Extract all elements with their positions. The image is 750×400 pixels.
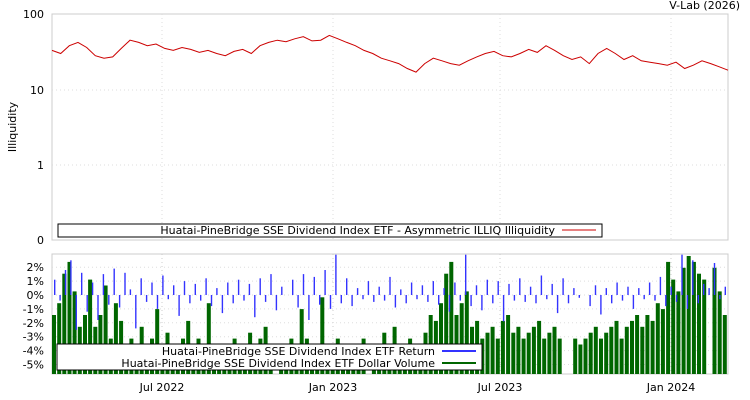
y-tick-label: 2% [27, 261, 44, 274]
volume-bar [686, 256, 691, 374]
volume-bar [557, 338, 562, 374]
volume-bar [155, 309, 160, 374]
legend-return-label: Huatai-PineBridge SSE Dividend Index ETF… [162, 345, 435, 358]
volume-bar [542, 338, 547, 374]
volume-bar [439, 303, 443, 374]
volume-bar [495, 338, 500, 374]
y-tick-label: -3% [23, 331, 44, 344]
volume-bar [624, 326, 629, 374]
volume-bar [573, 338, 578, 374]
volume-bar [449, 261, 454, 374]
volume-bar [588, 332, 593, 374]
volume-bar [650, 320, 655, 374]
top-plot-frame [51, 13, 729, 241]
volume-bar [521, 338, 526, 374]
volume-bar [676, 291, 681, 374]
volume-bar [526, 332, 531, 374]
x-tick-label: Jan 2024 [646, 381, 695, 394]
volume-bar [552, 326, 557, 374]
y-tick-label: -1% [23, 303, 44, 316]
volume-bar [578, 344, 583, 374]
volume-bar [717, 291, 722, 374]
volume-bar [660, 309, 665, 374]
y-tick-label: 1 [37, 159, 44, 172]
volume-bar [547, 332, 552, 374]
illiquidity-line [51, 34, 729, 73]
y-tick-label: 1% [27, 275, 44, 288]
volume-bar [697, 273, 701, 374]
volume-bar [630, 320, 634, 374]
volume-bar [88, 279, 93, 374]
x-tick-label: Jan 2023 [308, 381, 357, 394]
volume-bar [599, 338, 603, 374]
volume-bar [583, 338, 588, 374]
volume-bar [619, 338, 624, 374]
y-tick-label: 10 [30, 84, 44, 97]
volume-bar [52, 315, 56, 374]
volume-bar [666, 261, 671, 374]
volume-bar [103, 285, 108, 374]
top-legend: Huatai-PineBridge SSE Dividend Index ETF… [57, 223, 603, 238]
volume-bar [645, 315, 650, 374]
y-tick-label: -5% [23, 359, 44, 372]
volume-bar [640, 326, 645, 374]
volume-bar [614, 320, 619, 374]
volume-bar [635, 315, 640, 374]
y-tick-label: -2% [23, 317, 44, 330]
volume-bar [604, 332, 609, 374]
volume-bar [506, 315, 511, 374]
y-tick-label: 0 [37, 234, 44, 247]
volume-bar [609, 326, 614, 374]
y-tick-label: 100 [23, 8, 44, 21]
volume-bar [57, 303, 62, 374]
legend-illiquidity-label: Huatai-PineBridge SSE Dividend Index ETF… [160, 224, 555, 237]
volume-bar [537, 320, 542, 374]
volume-bar [113, 303, 118, 374]
x-tick-label: Jul 2023 [477, 381, 523, 394]
volume-bar [320, 297, 325, 374]
volume-bar [62, 273, 67, 374]
y-axis-label: Illiquidity [6, 101, 19, 152]
legend-volume-label: Huatai-PineBridge SSE Dividend Index ETF… [121, 357, 435, 370]
volume-bar [206, 303, 211, 374]
volume-bar [72, 291, 77, 374]
y-tick-label: -4% [23, 345, 44, 358]
volume-bar [299, 309, 304, 374]
volume-bar [593, 326, 598, 374]
volume-bar [531, 326, 536, 374]
volume-bar [485, 332, 490, 374]
volume-bar [459, 303, 464, 374]
watermark: V-Lab (2026) [669, 0, 740, 12]
volume-bar [67, 261, 72, 374]
y-tick-label: 0% [27, 289, 44, 302]
volume-bar [516, 326, 521, 374]
volume-bar [500, 320, 505, 374]
volume-bar [444, 273, 449, 374]
x-tick-label: Jul 2022 [139, 381, 185, 394]
volume-bar [681, 267, 686, 374]
volume-bar [702, 279, 707, 374]
volume-bar [464, 291, 469, 374]
volume-bar [655, 303, 660, 374]
volume-bar [511, 332, 516, 374]
volume-bar [722, 315, 727, 374]
volume-bar [691, 261, 696, 374]
volume-bar [671, 279, 676, 374]
volume-bar [490, 326, 495, 374]
volume-bar [712, 267, 717, 374]
bottom-legend: Huatai-PineBridge SSE Dividend Index ETF… [56, 343, 483, 371]
